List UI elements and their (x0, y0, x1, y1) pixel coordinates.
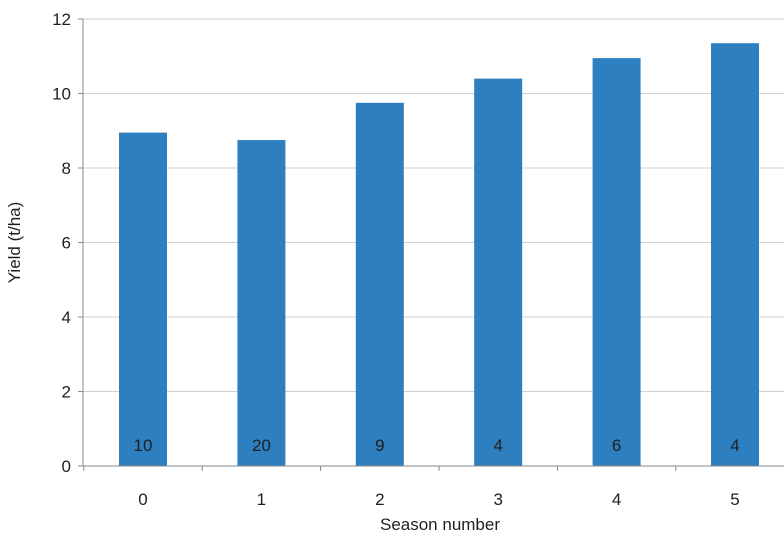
bar-count-label: 20 (252, 436, 271, 455)
y-axis-title: Yield (t/ha) (5, 202, 24, 284)
x-tick-label: 1 (257, 490, 266, 509)
bar-count-label: 4 (493, 436, 502, 455)
y-tick-label: 2 (62, 383, 71, 402)
x-tick-label: 3 (493, 490, 502, 509)
y-tick-label: 4 (62, 308, 71, 327)
bar-count-label: 4 (730, 436, 739, 455)
x-tick-label: 2 (375, 490, 384, 509)
x-tick-labels: 0 1 2 3 4 5 (138, 490, 739, 509)
y-tick-label: 6 (62, 234, 71, 253)
bar-season-4 (592, 58, 641, 467)
bar-count-label: 9 (375, 436, 384, 455)
x-tick-label: 0 (138, 490, 147, 509)
bar-season-5 (711, 43, 759, 467)
x-tick-label: 5 (730, 490, 739, 509)
bar-count-label: 6 (612, 436, 621, 455)
bars (119, 43, 759, 467)
y-tick-label: 0 (62, 457, 71, 476)
y-tick-label: 8 (62, 159, 71, 178)
y-tick-labels: 0 2 4 6 8 10 12 (52, 10, 71, 476)
x-tick-label: 4 (612, 490, 621, 509)
bar-count-label: 10 (134, 436, 153, 455)
bar-season-3 (474, 78, 523, 466)
axes (78, 18, 784, 471)
bar-count-labels: 10 20 9 4 6 4 (134, 436, 740, 455)
y-tick-label: 12 (52, 10, 71, 29)
bar-season-2 (355, 102, 404, 466)
y-tick-label: 10 (52, 85, 71, 104)
bar-season-0 (119, 132, 167, 467)
x-axis-title: Season number (380, 515, 500, 534)
bar-season-1 (237, 140, 286, 466)
gridlines (83, 18, 784, 392)
